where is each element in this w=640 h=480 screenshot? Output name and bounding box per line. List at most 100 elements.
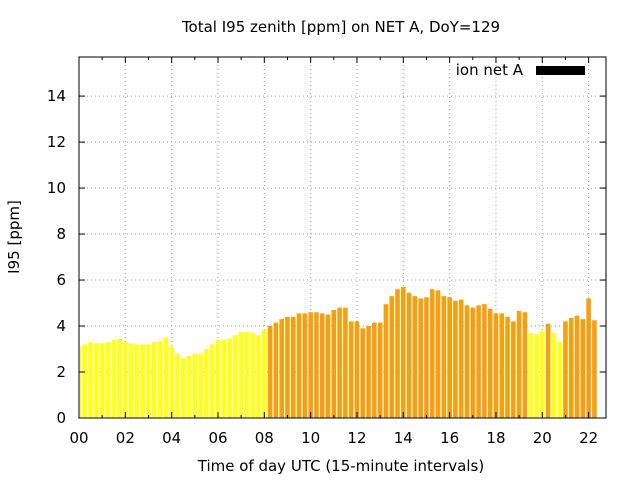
bar [360, 328, 366, 418]
bar [80, 346, 82, 418]
bar [505, 316, 510, 418]
bar [227, 338, 232, 418]
bar [244, 331, 250, 418]
bar [586, 298, 591, 418]
bar [522, 312, 528, 418]
bar [250, 332, 256, 418]
bar [151, 342, 157, 418]
bar [539, 330, 545, 418]
bar [233, 335, 238, 418]
bar [209, 344, 215, 418]
bar [157, 340, 163, 418]
bar [285, 316, 290, 418]
bar [134, 344, 140, 418]
plot-frame [78, 56, 607, 419]
y-tick-label: 10 [47, 179, 66, 197]
x-tick-label: 02 [116, 429, 135, 447]
bar [169, 346, 174, 418]
x-tick-label: 10 [301, 429, 320, 447]
bar [99, 343, 105, 418]
bar [88, 342, 93, 418]
bar [476, 305, 481, 418]
bar [435, 290, 441, 418]
x-tick-label: 04 [162, 429, 181, 447]
x-tick-label: 22 [579, 429, 598, 447]
bar [377, 322, 383, 418]
x-tick-label: 12 [347, 429, 366, 447]
bar [395, 289, 400, 418]
bar [140, 344, 146, 418]
bar [198, 353, 203, 418]
legend: ion net A [456, 61, 585, 79]
bar [348, 321, 354, 418]
bar [163, 337, 169, 418]
bar [429, 289, 435, 418]
bar [337, 307, 342, 418]
bar [192, 353, 198, 418]
y-tick-label: 4 [56, 317, 66, 335]
bar [256, 335, 261, 418]
bar [319, 313, 325, 418]
x-tick-label: 18 [486, 429, 505, 447]
y-tick-label: 12 [47, 133, 66, 151]
bar [453, 300, 458, 418]
bar [551, 332, 557, 418]
bar [175, 353, 180, 418]
x-axis-label: Time of day UTC (15-minute intervals) [197, 457, 484, 475]
bar [493, 313, 499, 418]
y-tick-label: 6 [56, 271, 66, 289]
x-tick-label: 00 [69, 429, 88, 447]
bar [267, 326, 273, 418]
bar [123, 342, 128, 418]
y-tick-label: 0 [56, 409, 66, 427]
bar [487, 308, 493, 418]
y-tick-label: 2 [56, 363, 66, 381]
bar [458, 299, 464, 418]
bar [406, 292, 412, 418]
x-tick-label: 20 [533, 429, 552, 447]
legend-swatch [536, 66, 585, 75]
bar [94, 343, 99, 418]
bar [545, 323, 551, 418]
chart-title: Total I95 zenith [ppm] on NET A, DoY=129 [181, 18, 500, 36]
legend-label: ion net A [456, 61, 524, 79]
bar [516, 311, 522, 418]
x-tick-label: 14 [394, 429, 413, 447]
bar [296, 313, 302, 418]
bar [563, 321, 568, 418]
bar [412, 296, 418, 418]
bar [308, 312, 313, 418]
bar [592, 320, 597, 418]
bar [331, 309, 337, 418]
bar [273, 322, 279, 418]
bar [343, 307, 348, 418]
bar [314, 312, 319, 418]
bar [568, 317, 574, 418]
bar [528, 332, 534, 418]
bar [580, 319, 586, 418]
bar [262, 329, 267, 418]
bar [238, 331, 244, 418]
x-tick-label: 06 [208, 429, 227, 447]
bar [470, 307, 476, 418]
bar [418, 298, 423, 418]
bar [82, 344, 88, 418]
bar [441, 296, 447, 418]
bar [447, 297, 452, 418]
bar [279, 319, 285, 418]
y-tick-label: 8 [56, 225, 66, 243]
bar [111, 339, 117, 418]
bar [290, 316, 296, 418]
y-axis-label: I95 [ppm] [5, 200, 23, 274]
bar [146, 344, 151, 418]
y-tick-label: 14 [47, 87, 66, 105]
bar [186, 355, 192, 418]
bar [354, 321, 360, 418]
bar [128, 343, 134, 418]
bar-series [80, 286, 597, 418]
bar [105, 342, 111, 418]
bar [424, 297, 429, 418]
bar [180, 358, 186, 418]
